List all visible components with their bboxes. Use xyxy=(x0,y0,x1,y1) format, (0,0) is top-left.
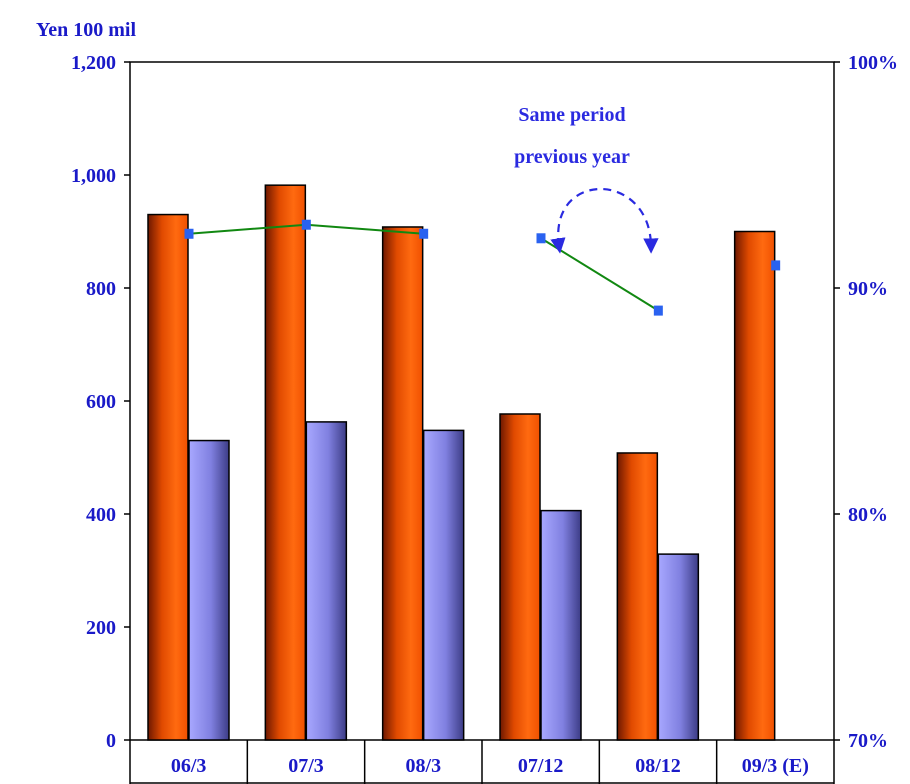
bar-series1-1 xyxy=(264,184,307,741)
left-tick-label: 0 xyxy=(106,730,116,752)
line-marker-0 xyxy=(184,228,194,239)
line-marker-5 xyxy=(771,260,781,271)
bar-series1-5 xyxy=(733,230,776,741)
left-tick-label: 200 xyxy=(86,617,116,639)
left-tick-label: 600 xyxy=(86,391,116,413)
bar-series1-0 xyxy=(147,213,189,741)
bars-group xyxy=(147,184,776,741)
line-marker-3 xyxy=(536,233,546,244)
left-tick-label: 800 xyxy=(86,278,116,300)
left-tick-label: 1,000 xyxy=(71,165,116,187)
right-tick-label: 70% xyxy=(848,730,888,752)
left-axis-title: Yen 100 mil xyxy=(36,19,136,41)
category-label: 09/3 (E) xyxy=(742,755,809,777)
annotation: Same period previous year xyxy=(514,104,659,254)
right-tick-label: 80% xyxy=(848,504,888,526)
left-axis: 0 200 400 600 800 1,000 1,200 xyxy=(71,52,130,752)
x-axis: 06/3 07/3 08/3 07/12 08/12 09/3 (E) xyxy=(171,755,809,777)
bar-series2-1 xyxy=(305,421,348,741)
line-segment-1 xyxy=(540,237,659,312)
bar-series1-3 xyxy=(499,413,541,741)
left-tick-label: 1,200 xyxy=(71,52,116,74)
right-tick-label: 100% xyxy=(848,52,898,74)
plot-border xyxy=(129,61,835,741)
line-marker-1 xyxy=(301,219,311,230)
bar-series1-2 xyxy=(381,226,424,741)
right-tick-label: 90% xyxy=(848,278,888,300)
category-label: 07/3 xyxy=(288,755,324,777)
line-marker-4 xyxy=(653,305,663,316)
right-axis: 70% 80% 90% 100% xyxy=(834,52,898,752)
category-label: 07/12 xyxy=(518,755,564,777)
annotation-line-2: previous year xyxy=(514,146,630,168)
annotation-line-1: Same period xyxy=(518,104,625,126)
bar-series2-3 xyxy=(540,509,582,741)
annotation-arrow xyxy=(550,187,659,254)
category-label: 08/12 xyxy=(635,755,681,777)
category-label: 06/3 xyxy=(171,755,207,777)
bar-series1-4 xyxy=(616,452,659,741)
plot-area xyxy=(129,61,835,784)
left-tick-label: 400 xyxy=(86,504,116,526)
category-label: 08/3 xyxy=(406,755,442,777)
bar-series2-4 xyxy=(657,553,700,741)
bar-series2-0 xyxy=(188,439,230,741)
line-marker-2 xyxy=(419,228,429,239)
bar-series2-2 xyxy=(422,429,465,741)
